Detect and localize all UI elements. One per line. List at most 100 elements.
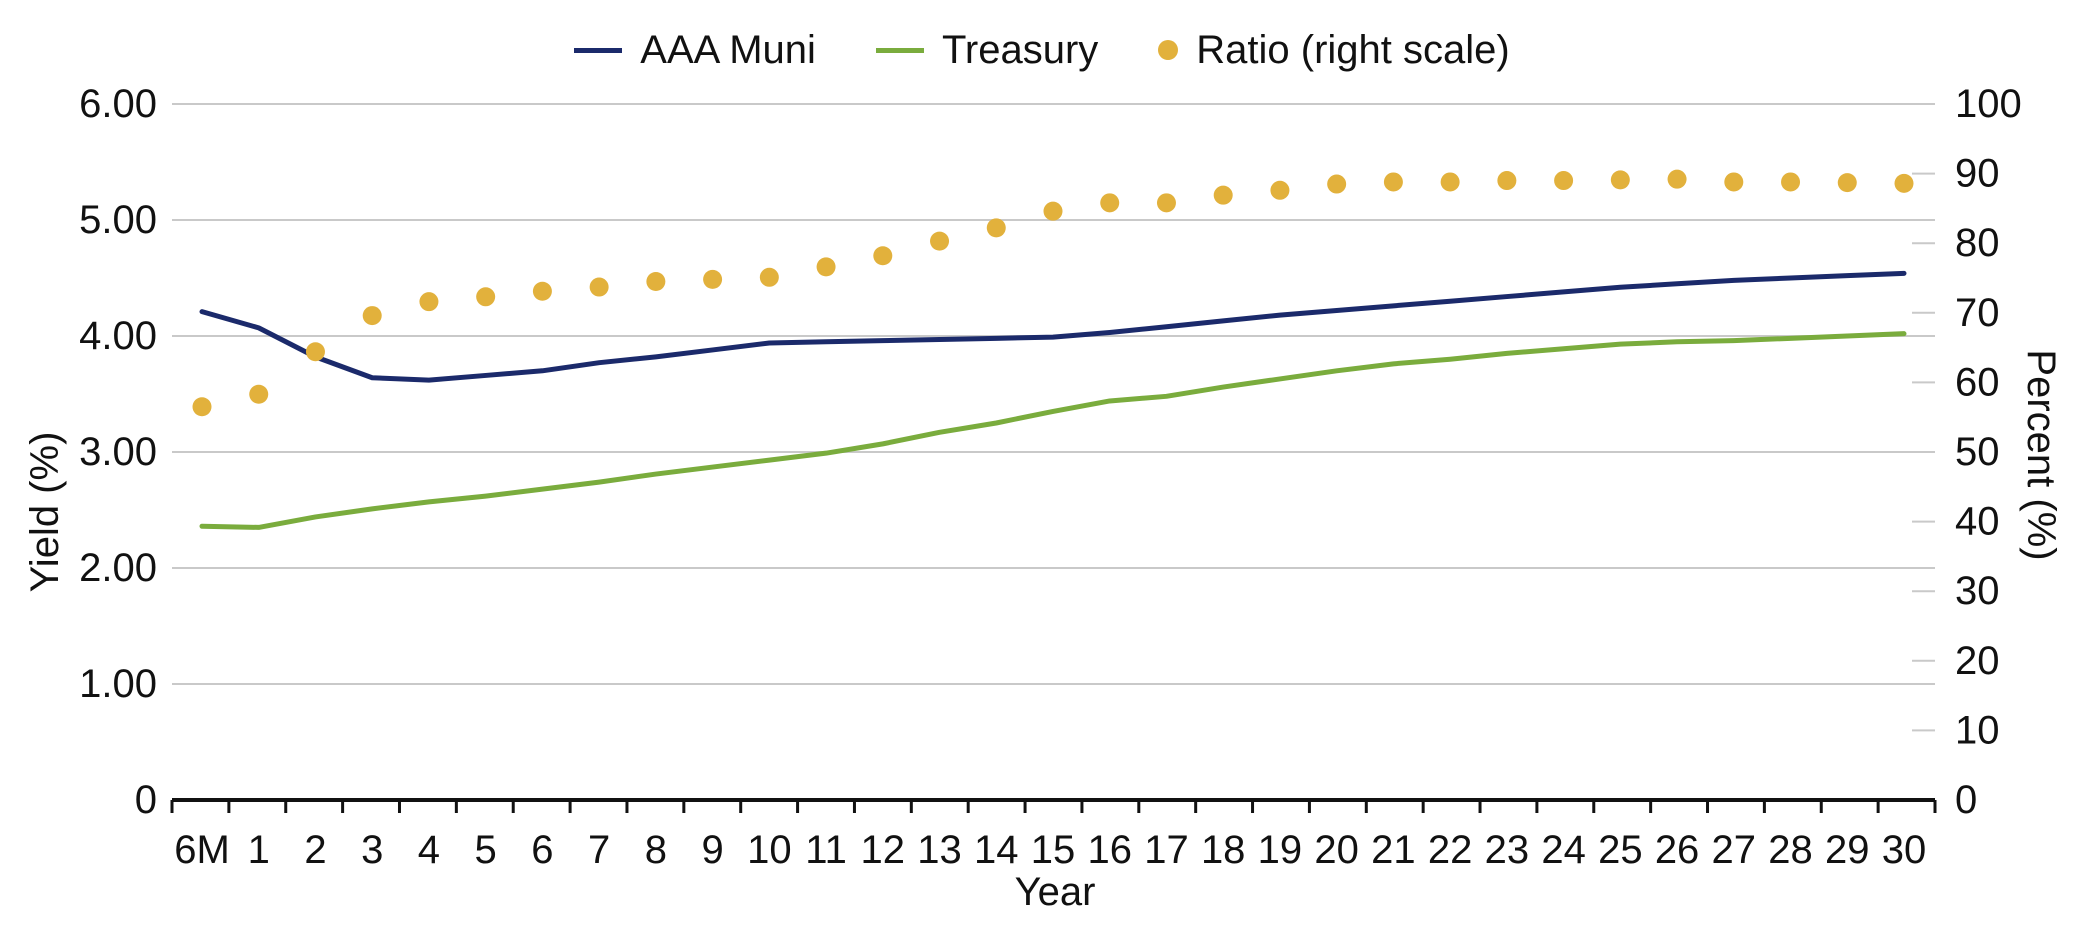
y2-tick-label: 60 <box>1955 360 2000 404</box>
legend: AAA Muni Treasury Ratio (right scale) <box>0 20 2084 80</box>
ratio-point <box>1554 171 1574 191</box>
ratio-point <box>589 277 609 297</box>
ratio-point <box>1100 193 1120 213</box>
x-tick-label: 26 <box>1655 828 1700 872</box>
y-tick-label: 3.00 <box>79 430 157 474</box>
ratio-point <box>249 384 269 404</box>
x-tick-label: 11 <box>805 828 847 872</box>
x-tick-label: 10 <box>747 828 792 872</box>
ratio-point <box>1724 172 1744 192</box>
y2-tick-label: 80 <box>1955 221 2000 265</box>
x-tick-label: 24 <box>1541 828 1586 872</box>
ratio-point <box>476 287 496 307</box>
x-tick-label: 27 <box>1712 828 1757 872</box>
x-tick-label: 25 <box>1598 828 1643 872</box>
x-tick-label: 21 <box>1371 828 1416 872</box>
y2-axis-title: Percent (%) <box>2019 349 2063 560</box>
ratio-point <box>1610 170 1630 190</box>
x-tick-label: 28 <box>1768 828 1813 872</box>
x-tick-label: 16 <box>1087 828 1132 872</box>
ratio-point <box>1383 172 1403 192</box>
x-tick-label: 13 <box>917 828 962 872</box>
y-tick-label: 2.00 <box>79 546 157 590</box>
y-tick-label: 6.00 <box>79 82 157 126</box>
x-tick-label: 15 <box>1031 828 1076 872</box>
y2-tick-label: 20 <box>1955 639 2000 683</box>
x-tick-label: 6M <box>174 828 230 872</box>
ratio-point <box>1497 171 1517 191</box>
y2-tick-label: 30 <box>1955 569 2000 613</box>
ratio-point <box>1327 174 1347 194</box>
x-tick-label: 23 <box>1485 828 1530 872</box>
right-axis-ticks: 0 10 20 30 40 50 60 70 80 90 100 <box>1912 82 2022 822</box>
y-tick-label: 5.00 <box>79 198 157 242</box>
y2-tick-label: 100 <box>1955 82 2022 126</box>
y2-tick-label: 90 <box>1955 152 2000 196</box>
y2-tick-label: 70 <box>1955 291 2000 335</box>
x-tick-label: 19 <box>1258 828 1303 872</box>
x-tick-label: 2 <box>304 828 326 872</box>
x-tick-label: 30 <box>1882 828 1927 872</box>
ratio-point <box>419 292 439 312</box>
ratio-point <box>532 281 552 301</box>
legend-line-swatch <box>875 47 924 53</box>
ratio-point <box>192 397 212 417</box>
ratio-point <box>759 267 779 287</box>
y2-tick-label: 0 <box>1955 778 1977 822</box>
x-tick-label: 3 <box>361 828 383 872</box>
x-tick-label: 5 <box>475 828 497 872</box>
x-tick-label: 8 <box>645 828 667 872</box>
legend-label: AAA Muni <box>640 27 816 72</box>
ratio-point <box>1440 172 1460 192</box>
x-axis-title: Year <box>1015 870 1096 914</box>
ratio-point <box>1837 173 1857 193</box>
series-layer <box>192 169 1914 530</box>
legend-label: Treasury <box>941 27 1099 72</box>
ratio-point <box>930 231 950 251</box>
x-tick-label: 29 <box>1825 828 1870 872</box>
x-tick-label: 20 <box>1314 828 1359 872</box>
y-axis-title: Yield (%) <box>23 432 67 593</box>
x-axis: 6M 1 2 3 4 5 6 7 8 9 10 11 12 13 14 15 16 17 18 19 20 21 22 23 2… <box>170 798 1937 872</box>
ratio-point <box>362 306 382 326</box>
x-tick-label: 6 <box>531 828 553 872</box>
x-tick-label: 22 <box>1428 828 1473 872</box>
ratio-point <box>1894 173 1914 193</box>
ratio-point <box>1043 201 1063 221</box>
legend-label: Ratio (right scale) <box>1196 27 1510 72</box>
x-tick-label: 1 <box>248 828 270 872</box>
ratio-point <box>1213 185 1233 205</box>
ratio-point <box>1667 169 1687 189</box>
series-line-aaa-muni <box>199 270 1907 383</box>
y2-tick-label: 10 <box>1955 708 2000 752</box>
ratio-point <box>1156 193 1176 213</box>
x-tick-label: 12 <box>861 828 906 872</box>
y-tick-label: 1.00 <box>79 662 157 706</box>
gridlines <box>172 103 1935 685</box>
y-tick-label: 4.00 <box>79 314 157 358</box>
ratio-point <box>646 271 666 291</box>
left-axis-ticks: 0 1.00 2.00 3.00 4.00 5.00 6.00 <box>79 82 157 822</box>
ratio-point <box>816 257 836 277</box>
ratio-point <box>1781 172 1801 192</box>
y2-tick-label: 40 <box>1955 500 2000 544</box>
ratio-point <box>986 218 1006 238</box>
legend-dot-swatch <box>1158 40 1179 60</box>
legend-line-swatch <box>574 47 623 53</box>
x-tick-label: 14 <box>974 828 1019 872</box>
x-tick-label: 4 <box>418 828 440 872</box>
legend-item-aaa-muni: AAA Muni <box>574 28 816 73</box>
legend-item-treasury: Treasury <box>875 27 1099 73</box>
y2-tick-label: 50 <box>1955 430 2000 474</box>
x-tick-label: 18 <box>1201 828 1246 872</box>
y-tick-label: 0 <box>135 778 157 822</box>
series-line-treasury <box>199 331 1907 530</box>
ratio-point <box>703 269 723 289</box>
x-tick-label: 17 <box>1144 828 1189 872</box>
x-tick-label: 7 <box>588 828 610 872</box>
x-tick-label: 9 <box>701 828 723 872</box>
legend-item-ratio: Ratio (right scale) <box>1158 27 1510 73</box>
ratio-point <box>873 246 893 266</box>
ratio-point <box>1270 180 1290 200</box>
